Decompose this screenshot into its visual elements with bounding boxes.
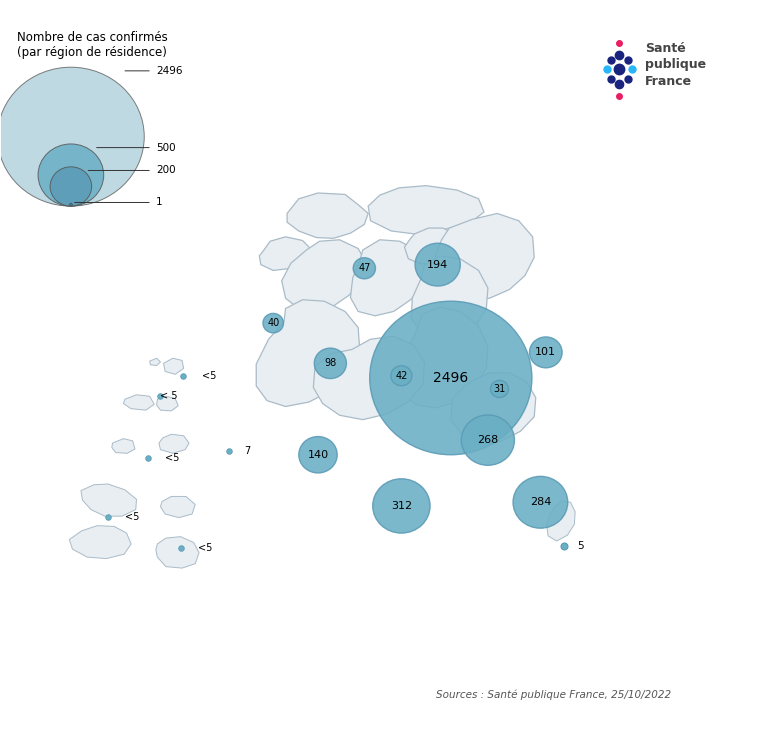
Circle shape [513,476,568,528]
Text: 42: 42 [395,371,408,381]
Text: <5: <5 [165,454,180,463]
Polygon shape [313,336,425,420]
Circle shape [415,243,460,286]
Circle shape [391,366,412,386]
Circle shape [529,337,562,368]
Circle shape [353,258,375,279]
Text: 500: 500 [156,142,175,153]
Text: 7: 7 [245,446,251,456]
Circle shape [461,415,515,465]
Polygon shape [260,237,312,270]
Polygon shape [159,435,189,454]
Circle shape [50,167,91,206]
Text: 5: 5 [577,541,584,551]
Text: Nombre de cas confirmés
(par région de résidence): Nombre de cas confirmés (par région de r… [17,31,167,59]
Text: <5: <5 [198,543,212,553]
Text: 284: 284 [530,497,551,507]
Circle shape [0,68,144,206]
Text: 98: 98 [324,358,336,368]
Circle shape [370,301,532,455]
Polygon shape [287,193,368,239]
Circle shape [70,203,72,206]
Text: 2496: 2496 [156,66,182,76]
Polygon shape [156,537,199,568]
Text: 194: 194 [427,260,448,269]
Text: 1: 1 [156,197,163,208]
Polygon shape [350,240,427,316]
Polygon shape [257,299,360,407]
Polygon shape [123,395,154,410]
Text: 312: 312 [391,501,412,511]
Circle shape [299,437,337,473]
Polygon shape [546,501,575,541]
Text: 101: 101 [536,347,556,357]
Polygon shape [368,186,484,234]
Polygon shape [160,496,195,517]
Text: Santé
publique
France: Santé publique France [645,42,706,87]
Polygon shape [281,240,366,310]
Polygon shape [405,228,457,264]
Text: 31: 31 [494,384,505,394]
Text: 140: 140 [308,450,329,459]
Text: 2496: 2496 [433,371,468,385]
Polygon shape [69,526,131,559]
Text: 200: 200 [156,165,175,175]
Polygon shape [112,439,135,454]
Circle shape [315,348,346,379]
Text: <5: <5 [202,371,216,381]
Text: <5: <5 [125,512,140,522]
Polygon shape [157,396,178,411]
Polygon shape [398,307,488,408]
Text: Sources : Santé publique France, 25/10/2022: Sources : Santé publique France, 25/10/2… [436,689,671,700]
Polygon shape [150,358,160,366]
Polygon shape [164,358,184,374]
Circle shape [38,144,104,206]
Polygon shape [451,373,536,443]
Circle shape [263,313,284,333]
Circle shape [373,479,430,533]
Circle shape [491,380,508,398]
Polygon shape [436,214,534,299]
Text: 40: 40 [267,318,279,328]
Text: 47: 47 [358,264,370,273]
Text: < 5: < 5 [160,391,177,401]
Polygon shape [412,256,488,341]
Polygon shape [81,484,136,516]
Text: 268: 268 [477,435,498,445]
